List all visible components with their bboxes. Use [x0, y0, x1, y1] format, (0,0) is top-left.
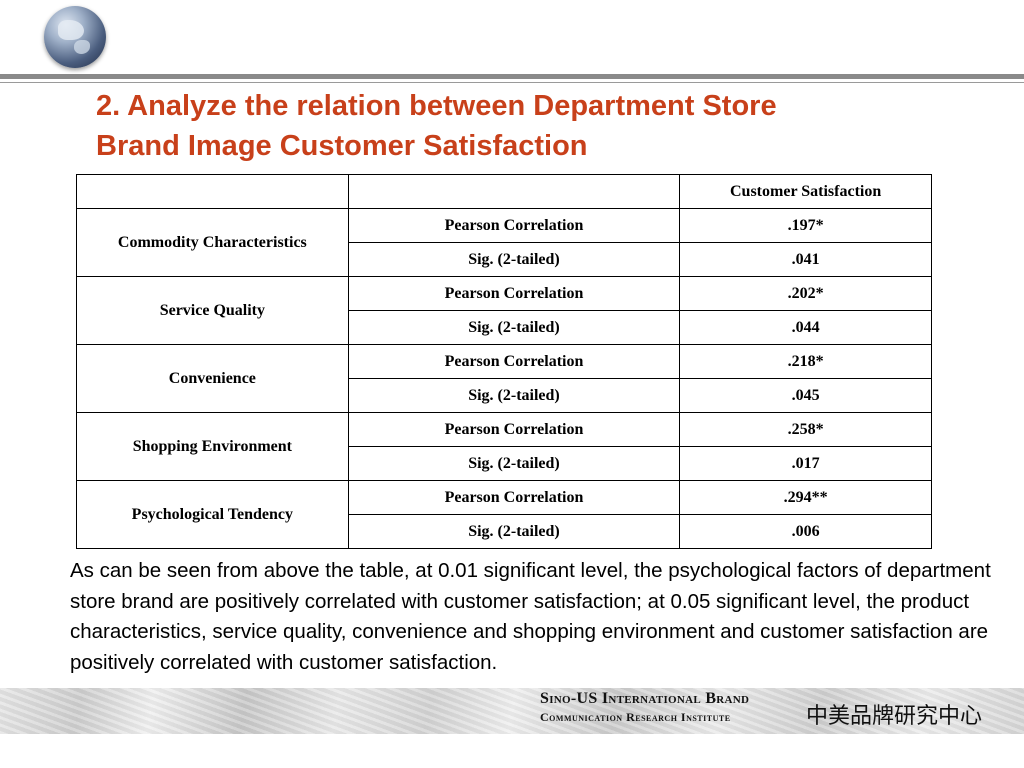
chinese-institute-name: 中美品牌研究中心 — [806, 704, 983, 729]
table-row: Sig. (2-tailed) .006 — [77, 514, 932, 549]
footer-band — [0, 688, 1024, 734]
value-cell: .202* — [679, 276, 932, 311]
value-cell: .258* — [679, 412, 932, 447]
institute-line1: Sino-US International Brand — [540, 690, 750, 707]
factor-cell: Convenience — [76, 344, 349, 413]
slide-title-line1: 2. Analyze the relation between Departme… — [96, 90, 777, 122]
factor-cell: Commodity Characteristics — [76, 208, 349, 277]
value-cell: .017 — [679, 446, 932, 481]
stat-cell: Pearson Correlation — [347, 412, 681, 447]
header-cell — [347, 174, 681, 209]
table-row: Shopping Environment Pearson Correlation… — [76, 412, 932, 481]
header-rule-thin — [0, 82, 1024, 83]
value-cell: .006 — [679, 514, 932, 549]
stat-cell: Sig. (2-tailed) — [347, 446, 681, 481]
table-row: Convenience Pearson Correlation .218* — [76, 344, 932, 413]
table-row: Service Quality Pearson Correlation .202… — [76, 276, 932, 345]
stat-cell: Pearson Correlation — [347, 276, 681, 311]
stat-cell: Pearson Correlation — [347, 344, 681, 379]
stat-cell: Sig. (2-tailed) — [347, 514, 681, 549]
factor-cell: Service Quality — [76, 276, 349, 345]
table-row: Sig. (2-tailed) .044 — [77, 310, 932, 345]
slide-title: 2. Analyze the relation between Departme… — [96, 86, 996, 166]
table-header-row: Customer Satisfaction — [76, 174, 932, 209]
institute-line2: Communication Research Institute — [540, 710, 731, 724]
correlation-table: Customer Satisfaction Commodity Characte… — [76, 174, 932, 549]
table-row: Sig. (2-tailed) .041 — [77, 242, 932, 277]
stat-cell: Pearson Correlation — [347, 208, 681, 243]
globe-icon — [44, 6, 106, 68]
value-cell: .197* — [679, 208, 932, 243]
stat-cell: Pearson Correlation — [347, 480, 681, 515]
header-cell — [76, 174, 349, 209]
value-cell: .045 — [679, 378, 932, 413]
stat-cell: Sig. (2-tailed) — [347, 310, 681, 345]
value-cell: .294** — [679, 480, 932, 515]
factor-cell: Shopping Environment — [76, 412, 349, 481]
stat-cell: Sig. (2-tailed) — [347, 242, 681, 277]
factor-cell: Psychological Tendency — [76, 480, 349, 549]
header-cell: Customer Satisfaction — [679, 174, 932, 209]
institute-name: Sino-US International Brand Communicatio… — [540, 690, 749, 725]
table-row: Sig. (2-tailed) .017 — [77, 446, 932, 481]
header-rule — [0, 74, 1024, 79]
body-paragraph: As can be seen from above the table, at … — [70, 559, 991, 674]
table-row: Commodity Characteristics Pearson Correl… — [76, 208, 932, 277]
table-row: Sig. (2-tailed) .045 — [77, 378, 932, 413]
value-cell: .044 — [679, 310, 932, 345]
value-cell: .041 — [679, 242, 932, 277]
stat-cell: Sig. (2-tailed) — [347, 378, 681, 413]
value-cell: .218* — [679, 344, 932, 379]
slide-title-line2: Brand Image Customer Satisfaction — [96, 130, 588, 162]
table-row: Psychological Tendency Pearson Correlati… — [76, 480, 932, 549]
